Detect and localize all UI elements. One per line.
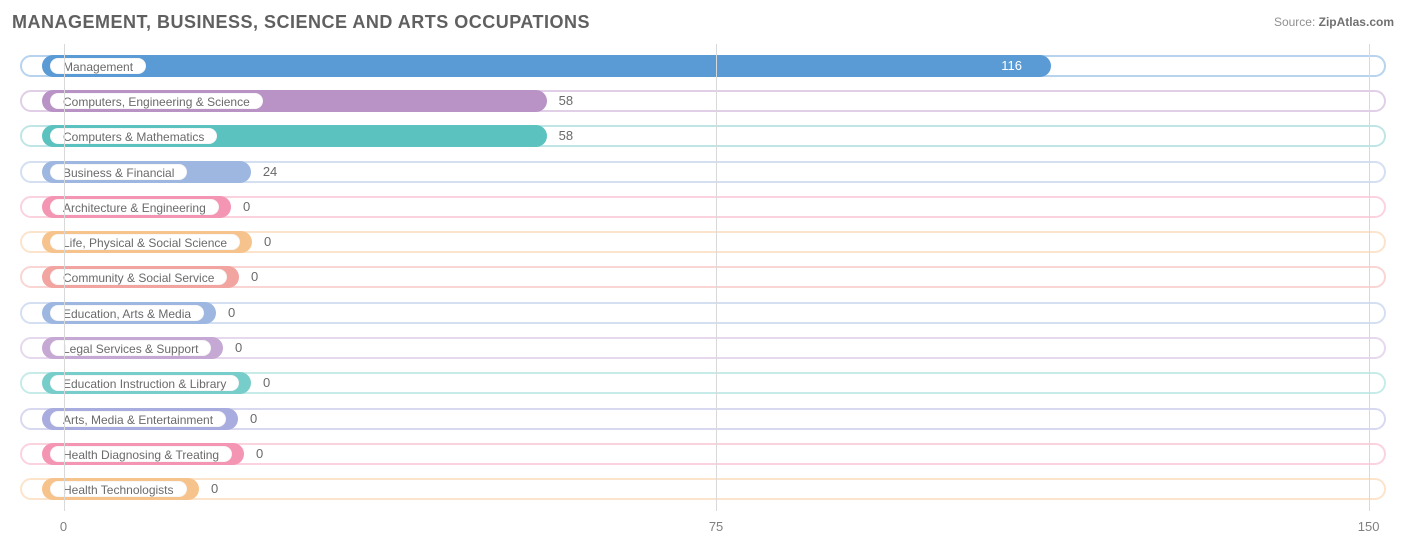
gridline: [716, 44, 717, 511]
chart-title: MANAGEMENT, BUSINESS, SCIENCE AND ARTS O…: [12, 12, 590, 33]
bar-label: Education, Arts & Media: [50, 305, 204, 321]
bar-value: 0: [263, 370, 270, 396]
bar-fill: [42, 55, 1051, 77]
bar-value: 0: [228, 300, 235, 326]
bar-row: Architecture & Engineering 0: [20, 194, 1386, 220]
bar-row: Health Diagnosing & Treating 0: [20, 441, 1386, 467]
bar-value: 0: [250, 406, 257, 432]
source-attribution: Source: ZipAtlas.com: [1274, 15, 1394, 29]
bar-row: Computers, Engineering & Science 58: [20, 88, 1386, 114]
bar-label: Community & Social Service: [50, 269, 227, 285]
bar-track: [20, 302, 1386, 324]
bar-track: [20, 478, 1386, 500]
bar-label: Computers, Engineering & Science: [50, 93, 263, 109]
bar-track: [20, 337, 1386, 359]
chart-area: Management116 Computers, Engineering & Sc…: [12, 44, 1394, 539]
bar-row: Legal Services & Support 0: [20, 335, 1386, 361]
gridline: [64, 44, 65, 511]
source-prefix: Source:: [1274, 15, 1319, 29]
chart-container: MANAGEMENT, BUSINESS, SCIENCE AND ARTS O…: [0, 0, 1406, 558]
bar-rows: Management116 Computers, Engineering & Sc…: [20, 44, 1386, 511]
bar-value: 0: [264, 229, 271, 255]
bar-row: Business & Financial 24: [20, 159, 1386, 185]
bar-value: 0: [211, 476, 218, 502]
bar-value: 0: [251, 264, 258, 290]
bar-value: 116: [1001, 53, 1022, 79]
x-tick-label: 0: [60, 519, 67, 534]
bar-value: 58: [559, 123, 573, 149]
bar-label: Arts, Media & Entertainment: [50, 411, 226, 427]
x-axis: 0 75 150: [20, 515, 1386, 539]
bar-row: Computers & Mathematics 58: [20, 123, 1386, 149]
x-tick-label: 75: [709, 519, 723, 534]
bar-row: Education, Arts & Media 0: [20, 300, 1386, 326]
bar-row: Life, Physical & Social Science 0: [20, 229, 1386, 255]
bar-label: Health Technologists: [50, 481, 187, 497]
bar-value: 0: [243, 194, 250, 220]
gridline: [1369, 44, 1370, 511]
bar-label: Legal Services & Support: [50, 340, 211, 356]
x-tick-label: 150: [1358, 519, 1380, 534]
bar-label: Education Instruction & Library: [50, 375, 239, 391]
bar-value: 0: [256, 441, 263, 467]
bar-value: 58: [559, 88, 573, 114]
bar-value: 0: [235, 335, 242, 361]
bar-label: Architecture & Engineering: [50, 199, 219, 215]
bar-label: Health Diagnosing & Treating: [50, 446, 232, 462]
bar-row: Community & Social Service 0: [20, 264, 1386, 290]
bar-row: Management116: [20, 53, 1386, 79]
bar-label: Life, Physical & Social Science: [50, 234, 240, 250]
header: MANAGEMENT, BUSINESS, SCIENCE AND ARTS O…: [12, 8, 1394, 36]
bar-row: Arts, Media & Entertainment 0: [20, 406, 1386, 432]
bar-row: Education Instruction & Library 0: [20, 370, 1386, 396]
bar-label: Computers & Mathematics: [50, 128, 217, 144]
plot-area: Management116 Computers, Engineering & Sc…: [20, 44, 1386, 511]
bar-row: Health Technologists 0: [20, 476, 1386, 502]
source-name: ZipAtlas.com: [1319, 15, 1394, 29]
bar-value: 24: [263, 159, 277, 185]
bar-label: Business & Financial: [50, 164, 187, 180]
